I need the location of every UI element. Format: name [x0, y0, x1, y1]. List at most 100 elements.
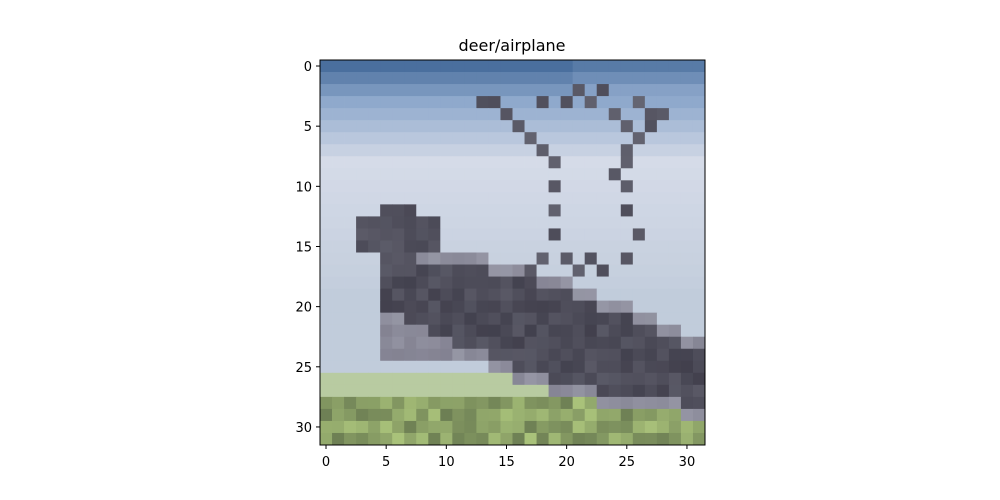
pixel	[416, 108, 429, 121]
pixel	[404, 276, 417, 289]
pixel	[620, 336, 634, 350]
pixel	[560, 372, 574, 386]
pixel	[500, 144, 513, 157]
pixel	[548, 108, 562, 121]
pixel	[404, 204, 417, 217]
pixel	[668, 384, 682, 398]
pixel	[452, 60, 465, 73]
pixel	[644, 132, 658, 145]
pixel	[560, 84, 574, 97]
pixel	[368, 240, 381, 253]
pixel	[656, 204, 670, 217]
pixel	[548, 204, 562, 217]
pixel	[320, 384, 333, 398]
pixel	[644, 348, 658, 362]
pixel	[428, 96, 441, 109]
pixel	[464, 324, 477, 338]
pixel	[596, 276, 610, 289]
pixel	[416, 420, 429, 434]
pixel	[356, 372, 369, 386]
pixel	[320, 144, 333, 157]
pixel	[344, 168, 357, 181]
pixel	[464, 216, 477, 229]
pixel	[512, 396, 525, 410]
pixel	[488, 144, 501, 157]
pixel	[572, 144, 586, 157]
pixel	[560, 348, 574, 362]
pixel	[416, 372, 429, 386]
pixel	[584, 408, 598, 422]
pixel	[644, 156, 658, 169]
pixel	[548, 324, 562, 338]
pixel	[332, 360, 345, 374]
pixel	[488, 156, 501, 169]
pixel	[608, 348, 622, 362]
pixel	[620, 432, 634, 446]
pixel	[548, 408, 562, 422]
pixel	[416, 348, 429, 362]
pixel	[320, 108, 333, 121]
pixel	[488, 324, 501, 338]
pixel	[572, 60, 586, 73]
pixel	[596, 240, 610, 253]
pixel	[452, 96, 465, 109]
pixel	[560, 360, 574, 374]
pixel	[644, 264, 658, 277]
pixel	[392, 300, 405, 314]
pixel	[476, 300, 489, 314]
pixel	[416, 264, 429, 277]
pixel	[332, 252, 345, 265]
pixel	[524, 348, 537, 362]
pixel	[680, 216, 694, 229]
pixel	[596, 204, 610, 217]
pixel	[644, 120, 658, 133]
pixel	[344, 96, 357, 109]
pixel	[668, 288, 682, 302]
pixel	[680, 84, 694, 97]
pixel	[536, 96, 549, 109]
pixel	[632, 252, 646, 265]
pixel	[356, 228, 369, 241]
pixel	[680, 240, 694, 253]
pixel	[692, 84, 706, 97]
pixel	[632, 384, 646, 398]
pixel	[380, 324, 393, 338]
pixel	[380, 132, 393, 145]
pixel	[320, 120, 333, 133]
pixel	[416, 300, 429, 314]
pixel	[512, 228, 525, 241]
pixel	[332, 372, 345, 386]
pixel	[548, 252, 562, 265]
pixel	[524, 228, 537, 241]
pixel	[608, 132, 622, 145]
pixel	[608, 264, 622, 277]
pixel	[488, 372, 501, 386]
pixel	[344, 276, 357, 289]
pixel	[368, 60, 381, 73]
pixel	[692, 72, 706, 85]
pixel	[620, 396, 634, 410]
pixel	[536, 84, 549, 97]
pixel	[620, 300, 634, 314]
pixel	[584, 276, 598, 289]
pixel	[356, 312, 369, 326]
pixel	[344, 360, 357, 374]
pixel	[608, 192, 622, 205]
pixel	[608, 252, 622, 265]
pixel	[320, 192, 333, 205]
pixel	[572, 288, 586, 302]
pixel	[416, 276, 429, 289]
pixel	[320, 96, 333, 109]
pixel	[608, 168, 622, 181]
pixel	[668, 300, 682, 314]
pixel	[596, 252, 610, 265]
pixel	[668, 228, 682, 241]
pixel	[692, 372, 706, 386]
pixel	[536, 240, 549, 253]
pixel	[416, 228, 429, 241]
pixel	[668, 324, 682, 338]
pixel	[572, 108, 586, 121]
pixel	[344, 192, 357, 205]
pixel	[452, 432, 465, 446]
pixel	[368, 252, 381, 265]
